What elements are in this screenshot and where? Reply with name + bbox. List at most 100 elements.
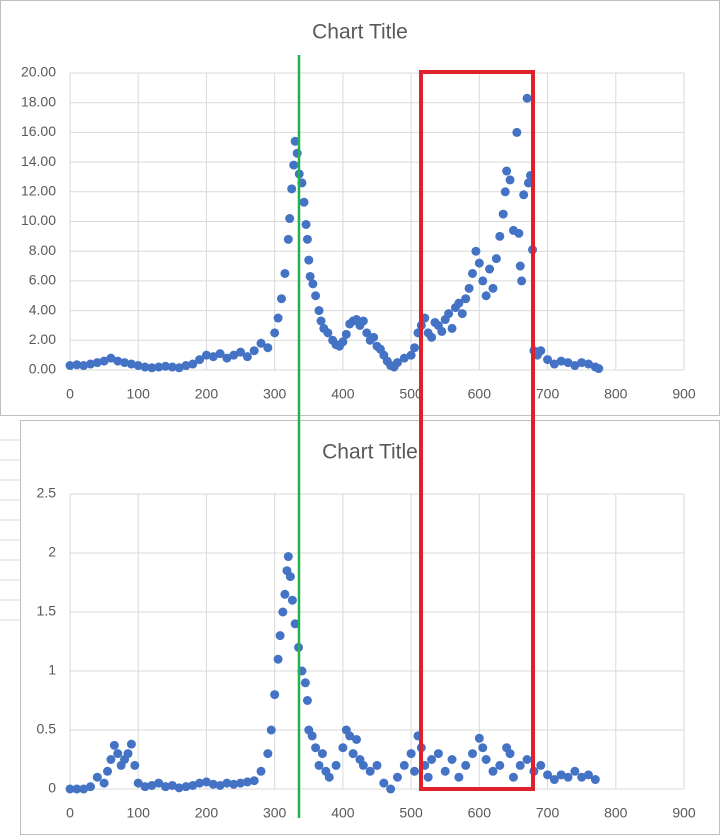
data-point: [287, 184, 297, 194]
data-point: [471, 246, 481, 256]
data-point: [515, 261, 525, 271]
data-point: [280, 268, 290, 278]
data-point: [140, 362, 150, 372]
y-tick-label: 18.00: [21, 93, 56, 109]
data-point: [79, 784, 89, 794]
data-point: [126, 359, 136, 369]
data-point: [195, 778, 205, 788]
sheet-gridlines: [0, 439, 20, 621]
data-point: [345, 731, 355, 741]
data-point: [515, 760, 525, 770]
chart-panel: [0, 0, 720, 416]
data-point: [300, 678, 310, 688]
data-point: [302, 696, 312, 705]
data-point: [358, 760, 368, 770]
data-point: [488, 766, 498, 776]
data-point: [276, 294, 286, 304]
data-point: [188, 359, 198, 369]
data-point: [147, 363, 157, 373]
data-point: [275, 631, 285, 641]
data-point: [474, 733, 484, 743]
y-tick-label: 8.00: [29, 242, 56, 258]
data-point: [99, 778, 109, 788]
data-point: [270, 690, 280, 700]
data-point: [174, 363, 184, 373]
y-tick-label: 0.5: [37, 721, 57, 737]
data-point: [338, 743, 348, 753]
data-point: [454, 298, 464, 308]
data-point: [522, 755, 532, 764]
data-point: [461, 760, 471, 770]
data-point: [481, 291, 491, 301]
data-point: [307, 731, 317, 741]
data-point: [505, 175, 515, 185]
data-point: [280, 589, 290, 599]
x-tick-label: 300: [263, 805, 287, 821]
data-point: [263, 749, 273, 759]
data-point: [433, 749, 443, 759]
data-point: [273, 313, 283, 323]
y-tick-label: 2: [48, 544, 56, 560]
y-tick-label: 2.5: [37, 485, 57, 501]
data-point: [502, 166, 512, 176]
data-point: [427, 332, 437, 342]
data-point: [85, 359, 95, 369]
data-point: [308, 279, 318, 289]
y-tick-label: 1: [48, 662, 56, 678]
x-tick-label: 0: [66, 805, 74, 821]
y-tick-label: 10.00: [21, 212, 56, 228]
data-point: [556, 356, 566, 366]
data-point: [302, 234, 312, 244]
data-point: [311, 743, 321, 753]
data-point: [283, 552, 293, 562]
data-point: [369, 332, 379, 342]
x-tick-label: 400: [331, 386, 355, 402]
data-point: [478, 743, 488, 753]
data-point: [147, 780, 157, 790]
data-point: [222, 353, 232, 363]
data-point: [577, 772, 587, 782]
data-point: [154, 778, 164, 788]
data-point: [392, 358, 402, 368]
y-tick-label: 0: [48, 780, 56, 796]
data-point: [133, 778, 143, 788]
data-point: [126, 739, 136, 749]
data-point: [283, 234, 293, 244]
data-point: [236, 778, 246, 788]
data-point: [583, 770, 593, 780]
data-point: [188, 780, 198, 790]
data-point: [549, 359, 559, 369]
data-point: [278, 607, 288, 617]
x-tick-label: 0: [66, 386, 74, 402]
data-point: [301, 219, 311, 229]
data-point: [478, 276, 488, 286]
data-point: [549, 775, 559, 785]
data-point: [457, 309, 467, 319]
data-point: [372, 760, 382, 770]
data-point: [500, 187, 510, 197]
data-point: [514, 228, 524, 238]
data-point: [140, 782, 150, 792]
data-point: [249, 346, 259, 356]
data-point: [508, 772, 518, 782]
x-tick-label: 900: [672, 805, 696, 821]
y-tick-label: 6.00: [29, 272, 56, 288]
y-tick-label: 2.00: [29, 331, 56, 347]
data-point: [495, 760, 505, 770]
data-point: [242, 352, 252, 362]
y-tick-label: 14.00: [21, 153, 56, 169]
data-point: [314, 760, 324, 770]
data-point: [570, 361, 580, 371]
data-point: [358, 316, 368, 326]
data-point: [208, 352, 218, 362]
data-point: [299, 197, 309, 207]
data-point: [167, 362, 177, 372]
data-point: [270, 328, 280, 338]
y-tick-label: 4.00: [29, 301, 56, 317]
data-point: [273, 654, 283, 664]
data-point: [556, 770, 566, 780]
data-point: [222, 778, 232, 788]
data-point: [92, 358, 102, 368]
data-point: [120, 358, 130, 368]
data-point: [563, 358, 573, 368]
